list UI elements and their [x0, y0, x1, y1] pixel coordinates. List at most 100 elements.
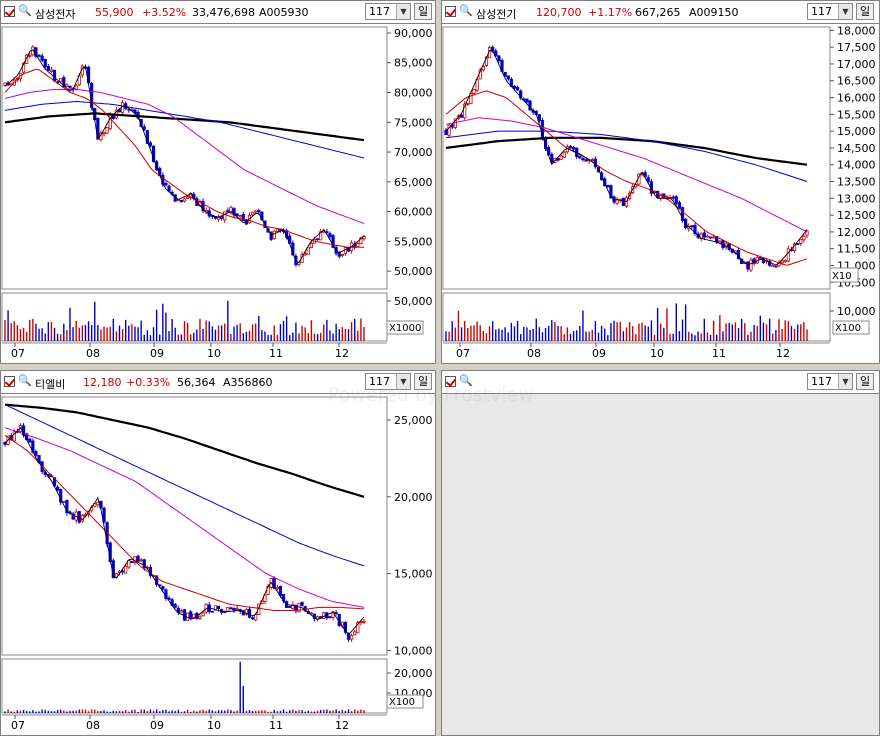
search-icon[interactable]: 🔍 [18, 4, 32, 17]
stock-code: A009150 [689, 6, 739, 19]
candle-body [309, 243, 313, 248]
candle-body [223, 211, 227, 221]
y-tick-label: 16,500 [837, 75, 876, 88]
candle-body [198, 616, 202, 619]
panel-header: 🔍 삼성전자 55,900 +3.52% 33,476,698 A005930 … [1, 1, 435, 24]
candle-body [250, 211, 255, 216]
candle-body [102, 507, 106, 523]
stock-change: +0.33% [126, 376, 171, 389]
candle-body [74, 85, 78, 90]
stock-name: 티엘비 [35, 378, 66, 391]
y-tick-label: 18,000 [837, 24, 876, 37]
series-ma20 [445, 90, 808, 266]
candle-body [68, 85, 72, 89]
candle-body [250, 617, 255, 620]
candle-body [40, 55, 44, 61]
candle-body [337, 252, 341, 257]
candle-body [179, 610, 184, 613]
candle-body [210, 610, 214, 613]
candle-body [189, 611, 193, 619]
candle-body [712, 236, 716, 239]
chevron-down-icon[interactable]: ▼ [838, 4, 852, 19]
candle-body [459, 114, 464, 118]
y-tick-label: 75,000 [394, 116, 433, 129]
x-tick-label: 10 [207, 719, 221, 732]
stock-name: 삼성전자 [35, 8, 76, 21]
candle-body [674, 196, 678, 204]
candle-body [247, 608, 252, 618]
price-chart: 25,00020,00015,00010,00020,00010,000X100… [1, 396, 433, 732]
x-tick-label: 11 [712, 347, 726, 360]
chart-panel-tlb: 🔍 티엘비 12,180 +0.33% 56,364 A356860 117 ▼ … [0, 370, 436, 736]
day-unit-button[interactable]: 일 [856, 373, 874, 390]
candle-body [512, 85, 517, 89]
search-icon[interactable]: 🔍 [459, 4, 473, 17]
candle-body [609, 185, 613, 199]
series-ma120 [4, 404, 365, 567]
volume-unit-label: X100 [835, 323, 861, 334]
day-unit-button[interactable]: 일 [414, 3, 432, 20]
chevron-down-icon[interactable]: ▼ [396, 4, 410, 19]
candle-body [643, 172, 647, 177]
candle-body [52, 69, 57, 82]
candle-body [472, 89, 476, 94]
period-select[interactable]: 117 ▼ [365, 373, 411, 390]
candle-body [796, 243, 800, 245]
candle-body [56, 486, 60, 491]
x-tick-label: 09 [150, 347, 164, 360]
y-tick-label: 10,000 [394, 644, 433, 657]
checkbox-icon[interactable] [445, 6, 456, 17]
candle-body [220, 216, 224, 220]
candle-body [506, 75, 510, 80]
volume-tick-label: 50,000 [394, 295, 433, 308]
candle-body [334, 612, 338, 615]
y-tick-label: 65,000 [394, 176, 433, 189]
candle-body [786, 248, 790, 262]
candle-body [805, 230, 809, 236]
y-tick-label: 13,500 [837, 176, 876, 189]
checkbox-icon[interactable] [445, 376, 456, 387]
period-select[interactable]: 117 ▼ [365, 3, 411, 20]
chevron-down-icon[interactable]: ▼ [838, 374, 852, 389]
day-unit-button[interactable]: 일 [856, 3, 874, 20]
chevron-down-icon[interactable]: ▼ [396, 374, 410, 389]
candle-body [161, 586, 165, 590]
candle-body [164, 183, 168, 186]
candle-body [702, 232, 706, 238]
candle-body [65, 499, 69, 514]
series-ma120 [4, 100, 365, 159]
period-select[interactable]: 117 ▼ [807, 3, 853, 20]
candle-body [571, 146, 576, 150]
candle-body [525, 98, 529, 103]
candle-body [232, 208, 236, 216]
candle-body [229, 607, 233, 610]
candle-body [213, 605, 218, 611]
candle-body [578, 155, 582, 159]
candle-body [62, 77, 66, 88]
y-tick-label: 16,000 [837, 92, 876, 105]
candle-body [235, 608, 239, 611]
period-select[interactable]: 117 ▼ [807, 373, 853, 390]
candle-body [519, 90, 523, 99]
candle-body [105, 127, 109, 134]
candle-body [444, 129, 448, 135]
candle-body [275, 228, 279, 232]
candle-body [306, 247, 310, 255]
search-icon[interactable]: 🔍 [459, 374, 473, 387]
candle-body [677, 202, 682, 209]
candle-body [182, 198, 187, 202]
candle-body [319, 231, 323, 241]
volume-plot-frame [442, 292, 831, 342]
candle-body [621, 197, 625, 206]
day-unit-button[interactable]: 일 [414, 373, 432, 390]
y-tick-label: 17,500 [837, 41, 876, 54]
stock-price: 55,900 [95, 6, 134, 19]
watermark: Powered by Frostview [328, 384, 534, 406]
candle-body [350, 635, 354, 640]
candle-body [497, 55, 501, 61]
search-icon[interactable]: 🔍 [18, 374, 32, 387]
checkbox-icon[interactable] [4, 6, 15, 17]
checkbox-icon[interactable] [4, 376, 15, 387]
candle-body [646, 177, 650, 182]
stock-code: A356860 [223, 376, 273, 389]
